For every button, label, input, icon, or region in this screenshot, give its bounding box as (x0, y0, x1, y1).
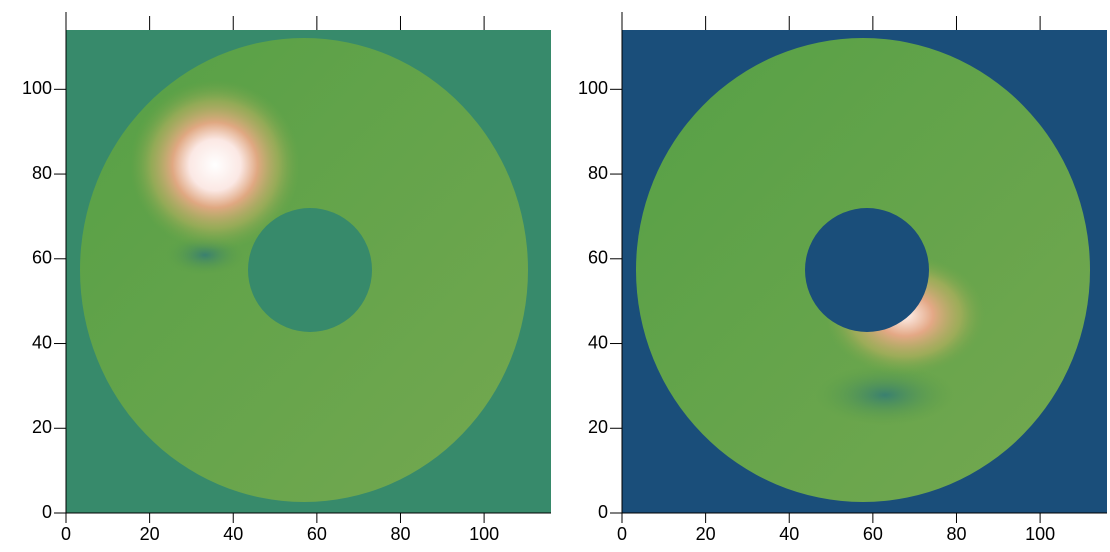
x-tick-label: 100 (1025, 524, 1055, 544)
x-tick-label: 100 (469, 524, 499, 544)
image-left (66, 30, 551, 513)
x-tick-label: 60 (863, 524, 883, 544)
y-tick-label: 80 (32, 163, 52, 183)
y-tick-label: 20 (32, 417, 52, 437)
y-tick-label: 100 (22, 78, 52, 98)
x-tick-label: 80 (390, 524, 410, 544)
y-tick-label: 100 (578, 78, 608, 98)
y-tick-label: 60 (32, 248, 52, 268)
y-tick-label: 60 (588, 248, 608, 268)
y-tick-label: 0 (42, 502, 52, 522)
y-tick-label: 40 (32, 332, 52, 352)
y-tick-label: 40 (588, 332, 608, 352)
x-tick-label: 40 (779, 524, 799, 544)
x-tick-label: 40 (223, 524, 243, 544)
y-tick-label: 0 (598, 502, 608, 522)
x-tick-label: 80 (946, 524, 966, 544)
x-tick-label: 0 (617, 524, 627, 544)
x-tick-label: 0 (61, 524, 71, 544)
x-tick-label: 60 (307, 524, 327, 544)
x-tick-label: 20 (140, 524, 160, 544)
x-tick-label: 20 (696, 524, 716, 544)
image-right (622, 30, 1107, 513)
y-tick-label: 80 (588, 163, 608, 183)
y-tick-label: 20 (588, 417, 608, 437)
